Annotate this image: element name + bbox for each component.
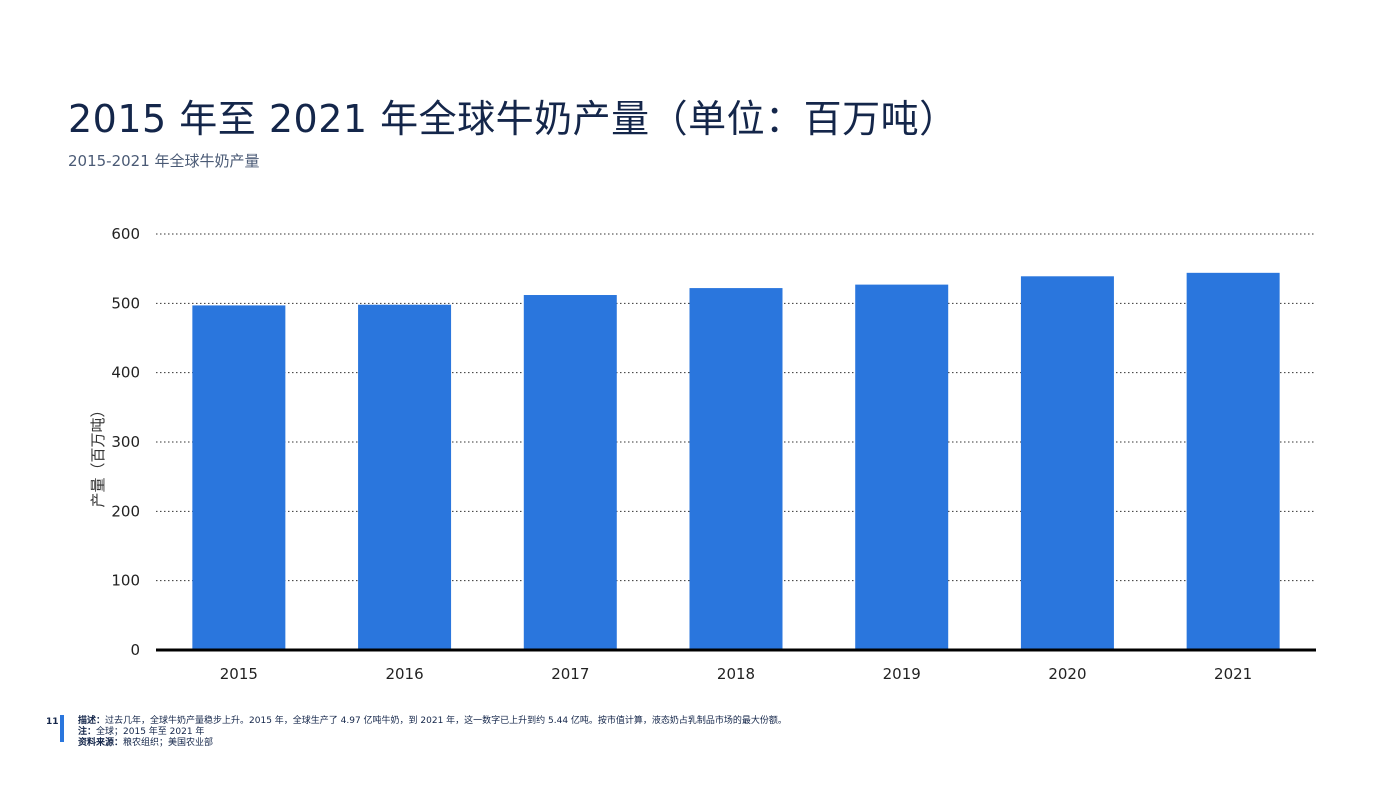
y-tick-label: 400: [111, 364, 140, 382]
y-tick-label: 0: [130, 641, 140, 659]
footer-notes: 描述：过去几年，全球牛奶产量稳步上升。2015 年，全球生产了 4.97 亿吨牛…: [78, 716, 787, 749]
description-label: 描述：: [78, 716, 106, 726]
note-text: 全球；2015 年至 2021 年: [96, 727, 205, 737]
axes: 0 100 200 300 400 500 600 2015 2016 2017 2018 2019 2…: [111, 225, 1316, 683]
bar-2017: [523, 295, 617, 650]
bar-2021: [1186, 272, 1280, 650]
x-tick-label: 2018: [717, 665, 755, 683]
x-tick-label: 2016: [385, 665, 423, 683]
y-tick-label: 100: [111, 572, 140, 590]
bars: [192, 272, 1280, 650]
x-tick-label: 2021: [1214, 665, 1252, 683]
x-tick-label: 2015: [220, 665, 258, 683]
bar-2016: [358, 304, 452, 650]
bar-2020: [1020, 276, 1114, 650]
x-tick-label: 2020: [1048, 665, 1086, 683]
bar-2015: [192, 305, 286, 650]
page-accent-bar: [60, 715, 64, 742]
y-tick-label: 600: [111, 225, 140, 243]
x-tick-label: 2019: [883, 665, 921, 683]
y-tick-label: 300: [111, 433, 140, 451]
y-axis-label: 产量（百万吨）: [89, 402, 107, 507]
page-title: 2015 年至 2021 年全球牛奶产量（单位：百万吨）: [68, 97, 958, 141]
page-number: 11: [46, 717, 59, 727]
x-tick-label: 2017: [551, 665, 589, 683]
bar-2018: [689, 288, 783, 650]
note-label: 注：: [78, 727, 97, 737]
bar-2019: [855, 284, 949, 650]
source-label: 资料来源：: [78, 738, 124, 748]
y-tick-label: 500: [111, 294, 140, 312]
description-text: 过去几年，全球牛奶产量稳步上升。2015 年，全球生产了 4.97 亿吨牛奶，到…: [105, 716, 787, 726]
y-tick-label: 200: [111, 502, 140, 520]
source-text: 粮农组织；美国农业部: [123, 738, 214, 748]
page-subtitle: 2015-2021 年全球牛奶产量: [68, 152, 260, 170]
